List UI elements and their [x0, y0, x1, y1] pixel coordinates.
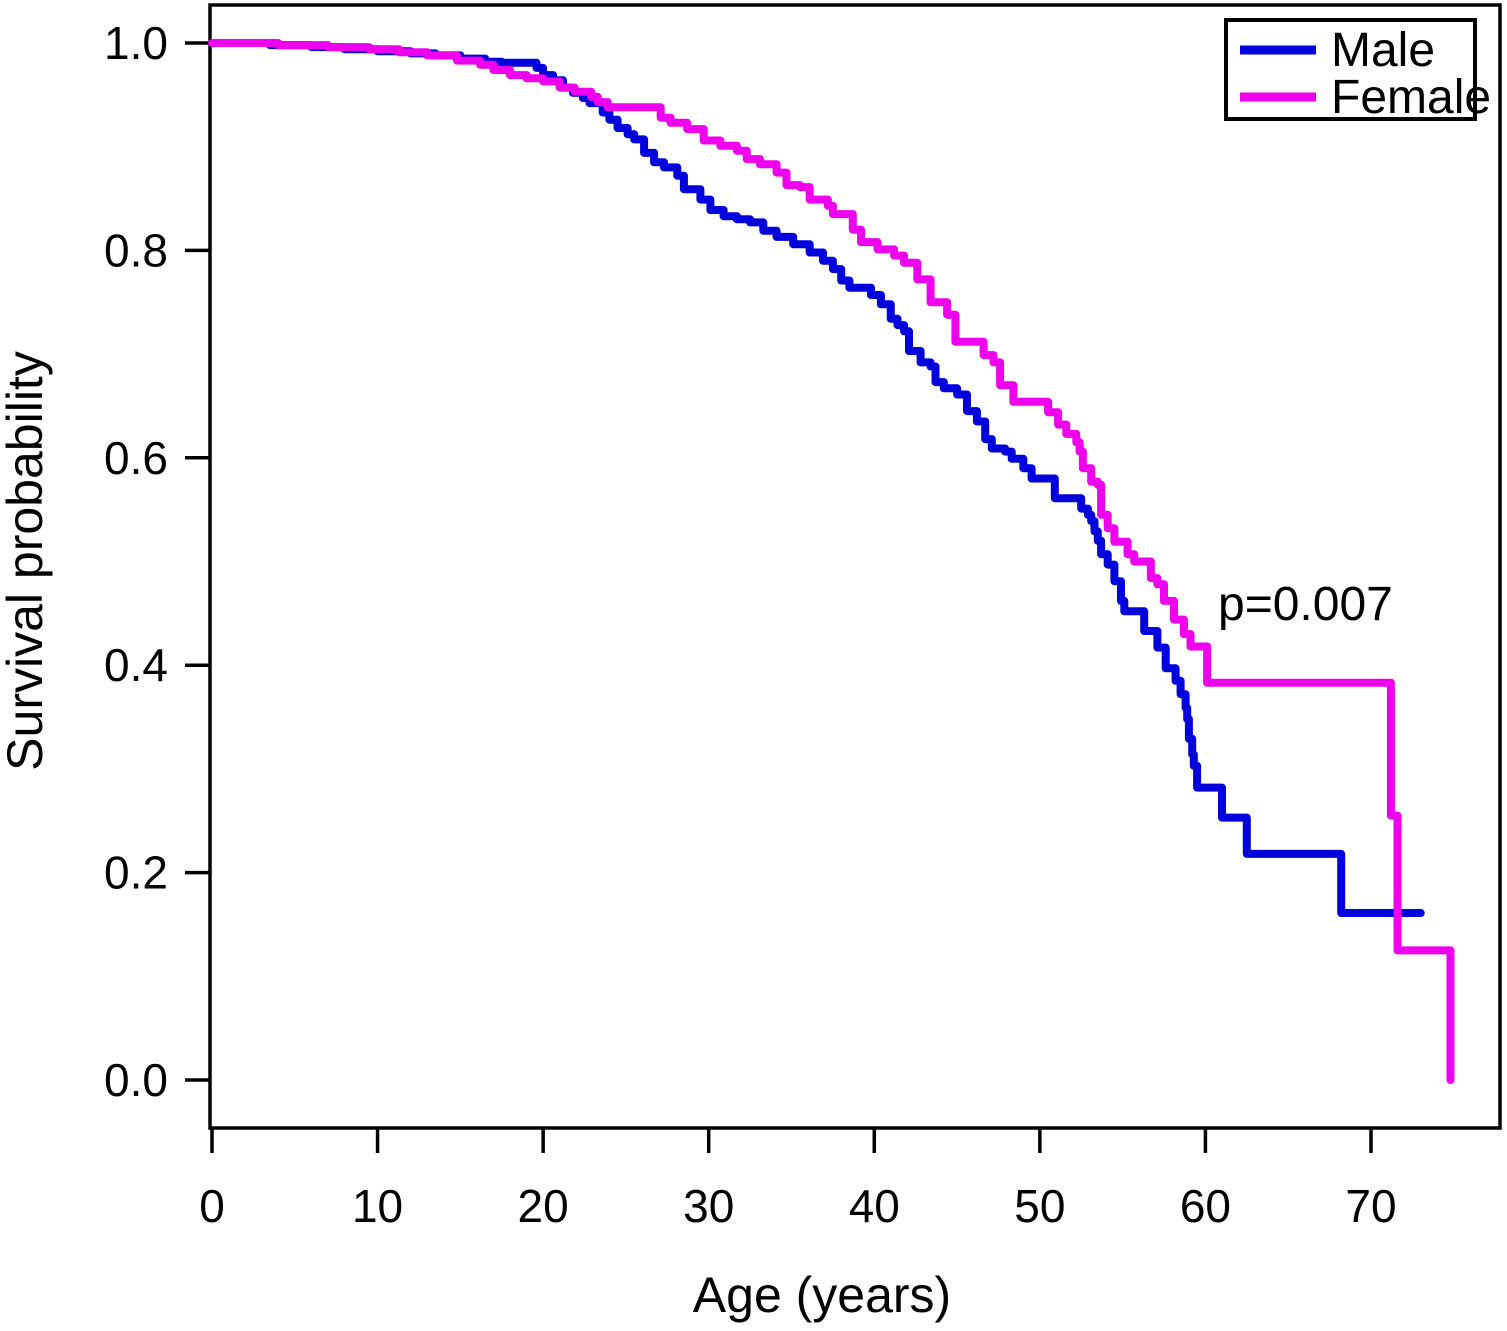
x-tick-label: 10 [352, 1180, 403, 1232]
male-legend-label: Male [1331, 24, 1435, 77]
x-tick-label: 40 [849, 1180, 900, 1232]
y-tick-label: 0.6 [104, 432, 168, 484]
x-tick-label: 30 [683, 1180, 734, 1232]
x-tick-label: 20 [518, 1180, 569, 1232]
female-survival-curve [208, 39, 1455, 1084]
x-axis: 0 10 20 30 40 50 60 70 [199, 1128, 1397, 1232]
y-tick-label: 0.2 [104, 847, 168, 899]
y-tick-label: 0.8 [104, 224, 168, 276]
x-tick-label: 50 [1014, 1180, 1065, 1232]
male-survival-curve [208, 39, 1425, 917]
plot-border-box [208, 3, 1502, 1130]
y-tick-label: 0.0 [104, 1054, 168, 1106]
female-legend-label: Female [1331, 71, 1491, 124]
y-tick-label: 1.0 [104, 17, 168, 69]
x-tick-label: 70 [1345, 1180, 1396, 1232]
y-tick-label: 0.4 [104, 639, 168, 691]
y-axis-title: Survival probability [0, 351, 53, 771]
x-axis-title: Age (years) [693, 1267, 951, 1323]
x-tick-label: 60 [1180, 1180, 1231, 1232]
survival-curves [208, 39, 1455, 1084]
x-tick-label: 0 [199, 1180, 225, 1232]
legend-box [1224, 18, 1477, 121]
p-value-annotation: p=0.007 [1218, 578, 1393, 631]
y-axis: 0.0 0.2 0.4 0.6 0.8 1.0 [104, 17, 210, 1106]
legend: Male Female [1224, 18, 1491, 124]
